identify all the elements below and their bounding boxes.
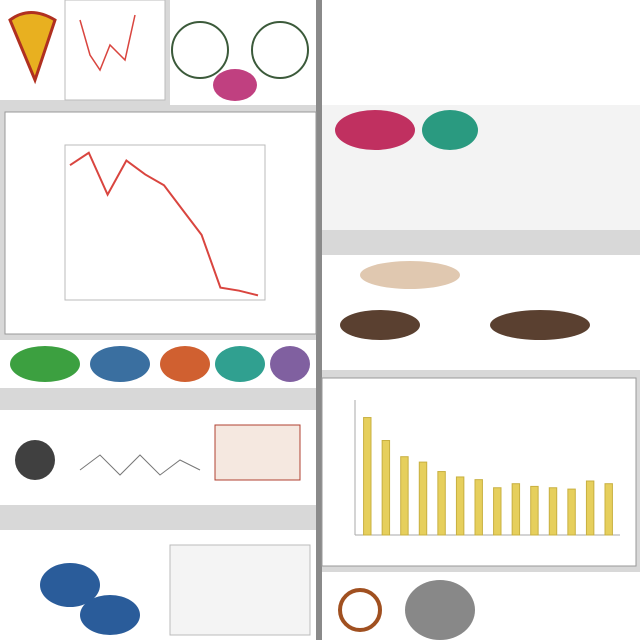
bar [511,483,521,536]
illustration [40,563,100,607]
bar [567,488,576,536]
illustration [10,346,80,382]
illustration [338,588,382,632]
mini-line [79,14,136,72]
illustration [340,310,420,340]
mini-line [79,454,201,476]
illustration [422,110,478,150]
illustration [214,424,301,481]
bar [530,485,539,536]
bar [363,417,372,536]
panel [4,111,317,335]
line-chart [69,151,259,297]
bar [455,476,465,536]
illustration [90,346,150,382]
bar [548,487,558,536]
bar [437,471,446,536]
illustration [213,69,257,101]
illustration [215,346,265,382]
illustration [335,110,415,150]
plot-frame [64,144,266,301]
tile [322,572,640,640]
illustration [15,440,55,480]
illustration [251,21,309,79]
line [69,151,259,297]
bar [418,461,428,536]
illustration [160,346,210,382]
illustration [80,595,140,635]
illustration [360,261,460,289]
illustration [171,21,229,79]
divider [316,0,322,640]
illustration [8,11,57,85]
mini-chart [169,544,311,636]
bar-chart [363,417,613,536]
bar [381,440,391,536]
illustration [405,580,475,640]
bar [604,483,613,536]
bar [493,487,502,536]
bar [400,456,409,536]
bar [474,479,483,536]
tile [322,0,640,105]
illustration [490,310,590,340]
bar [585,480,595,536]
illustration [270,346,310,382]
